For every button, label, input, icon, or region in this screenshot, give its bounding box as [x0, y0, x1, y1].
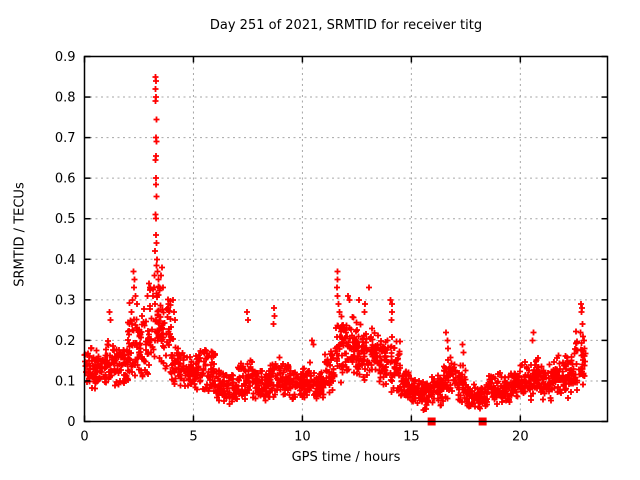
y-tick-label: 0	[67, 415, 75, 430]
x-tick-label: 10	[294, 430, 311, 445]
y-tick-label: 0.8	[55, 91, 76, 106]
x-tick-label: 5	[189, 430, 197, 445]
y-tick-label: 0.3	[55, 293, 76, 308]
y-tick-label: 0.7	[55, 131, 76, 146]
y-tick-label: 0.4	[55, 253, 76, 268]
y-tick-label: 0.9	[55, 50, 76, 65]
y-tick-label: 0.1	[55, 374, 76, 389]
x-tick-label: 20	[512, 430, 529, 445]
x-axis-label: GPS time / hours	[291, 450, 401, 465]
x-tick-label: 0	[80, 430, 88, 445]
y-axis-label: SRMTID / TECUs	[12, 182, 28, 287]
x-tick-label: 15	[403, 430, 420, 445]
y-tick-label: 0.6	[55, 172, 76, 187]
y-tick-label: 0.2	[55, 334, 76, 349]
plot-border	[83, 55, 609, 423]
scatter-points	[81, 74, 589, 413]
chart-title: Day 251 of 2021, SRMTID for receiver tit…	[209, 18, 483, 33]
y-tick-label: 0.5	[55, 212, 76, 227]
